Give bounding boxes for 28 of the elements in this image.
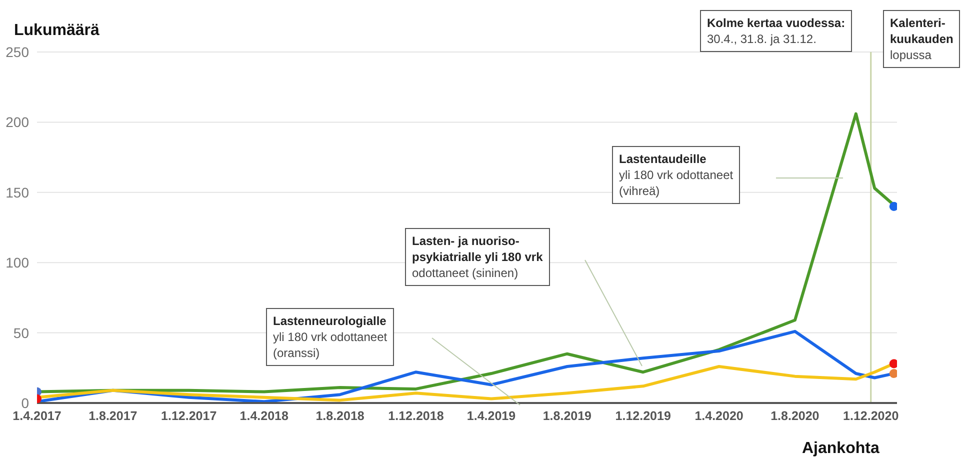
y-tick-label: 200 [6, 114, 30, 130]
x-tick-label: 1.8.2020 [770, 408, 820, 423]
y-tick-label: 250 [6, 44, 30, 60]
point [889, 202, 897, 211]
point [889, 369, 897, 378]
x-tick-label: 1.4.2019 [466, 408, 516, 423]
x-tick-label: 1.12.2018 [388, 408, 444, 423]
x-axis-title: Ajankohta [802, 440, 880, 458]
text: Kolme kertaa vuodessa: 30.4., 31.8. ja 31.12. [707, 15, 846, 47]
annotation: Lasten- ja nuoriso- psykiatrialle yli 180 vrk odottaneet (sininen) [412, 233, 543, 281]
annotation: Kalenteri- kuukauden lopussa [890, 15, 954, 63]
annotation: Lastentaudeille yli 180 vrk odottaneet (vihreä) [619, 151, 734, 199]
x-tick-label: 1.8.2017 [88, 408, 138, 423]
x-tick-label: 1.8.2019 [542, 408, 592, 423]
annotation: Lastenneurologialle yli 180 vrk odottaneet (oranssi) [273, 313, 388, 361]
x-tick-label: 1.8.2018 [316, 408, 364, 423]
x-tick-label: 1.4.2017 [12, 408, 62, 423]
x-tick-label: 1.4.2018 [240, 408, 289, 423]
x-tick-label: 1.12.2017 [161, 408, 217, 423]
point [889, 359, 897, 368]
y-tick-label: 50 [13, 324, 30, 341]
x-tick-label: 1.12.2020 [843, 408, 899, 423]
y-tick-label: 150 [6, 184, 30, 200]
x-tick-label: 1.4.2020 [694, 408, 744, 423]
y-tick-label: 100 [6, 254, 30, 271]
y-axis-title: Lukumäärä [14, 22, 100, 40]
x-tick-label: 1.12.2019 [615, 408, 671, 423]
y-tick-label: 0 [21, 394, 30, 411]
